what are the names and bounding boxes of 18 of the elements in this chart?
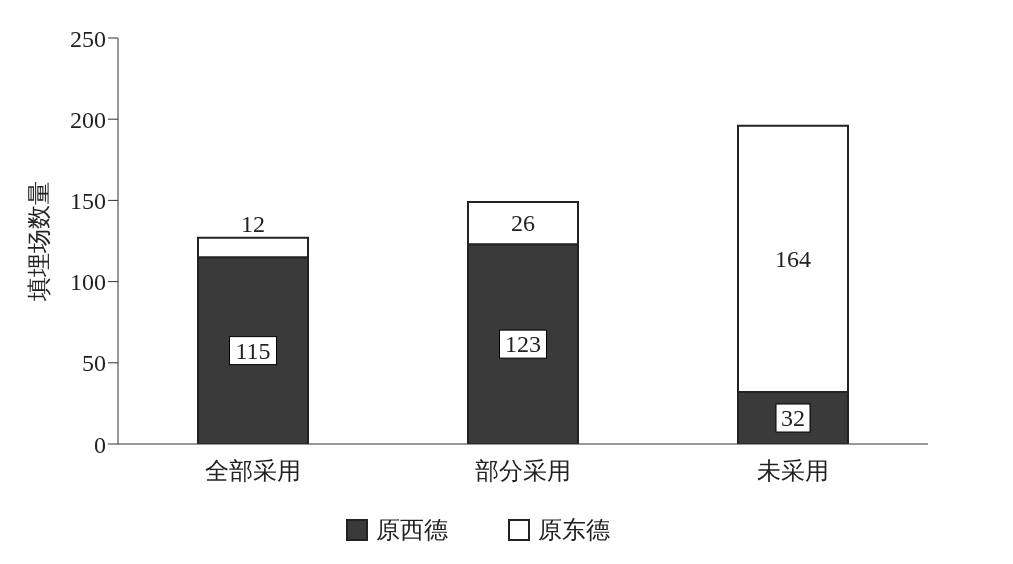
y-tick-label: 100 (70, 269, 106, 296)
legend-label: 原东德 (537, 515, 610, 546)
data-label: 32 (781, 405, 805, 432)
data-label: 12 (241, 210, 265, 237)
data-label: 26 (511, 210, 535, 237)
x-tick-label: 部分采用 (475, 457, 571, 486)
y-tick-label: 0 (94, 431, 106, 458)
y-axis-title: 填埋场数量 (24, 181, 53, 302)
y-tick-label: 150 (70, 187, 106, 214)
y-tick-label: 250 (70, 25, 106, 52)
data-label: 164 (775, 245, 811, 272)
legend-label: 原西德 (375, 515, 448, 546)
y-tick-label: 200 (70, 106, 106, 133)
y-tick-label: 50 (82, 350, 106, 377)
x-tick-label: 全部采用 (205, 457, 301, 486)
data-label: 115 (235, 337, 271, 364)
data-label: 123 (505, 331, 541, 358)
x-tick-label: 未采用 (757, 457, 829, 486)
